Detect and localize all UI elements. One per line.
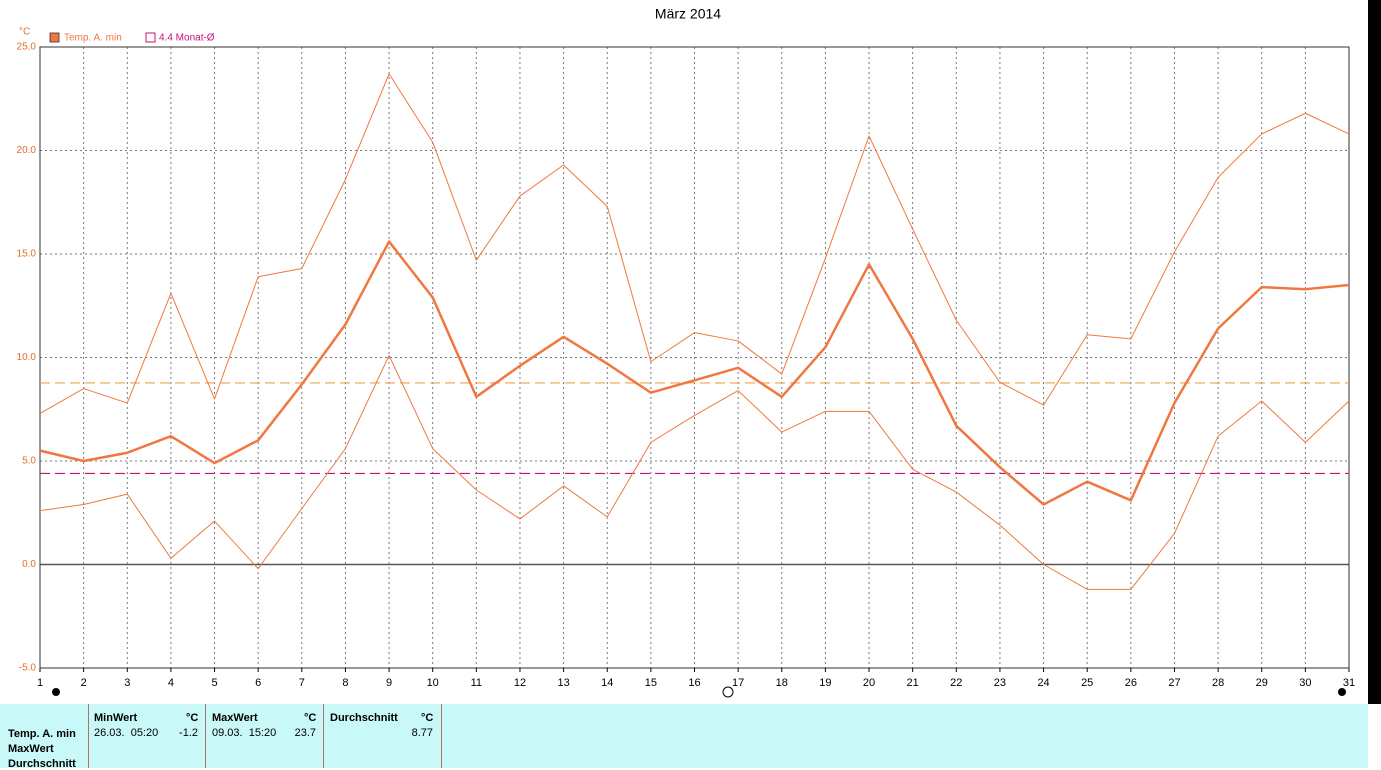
x-tick-label: 25 xyxy=(1081,677,1093,689)
x-tick-label: 4 xyxy=(168,677,174,689)
chart: März 2014 °C -5.0 0.0 5.0 10.0 15.0 20.0 25.0 1… xyxy=(17,0,1381,704)
x-tick-label: 24 xyxy=(1037,677,1049,689)
x-tick-label: 26 xyxy=(1125,677,1137,689)
x-tick-label: 29 xyxy=(1256,677,1268,689)
x-tick-label: 11 xyxy=(471,677,482,689)
x-tick-label: 6 xyxy=(255,677,261,689)
chart-title: März 2014 xyxy=(655,6,721,22)
x-tick-label: 31 xyxy=(1343,677,1355,689)
row-label: Temp. A. min xyxy=(8,728,76,740)
series-line xyxy=(39,354,1350,590)
separator xyxy=(205,704,206,768)
y-tick-label: 15.0 xyxy=(17,249,37,260)
x-tick-label: 15 xyxy=(645,677,657,689)
y-tick-label: 0.0 xyxy=(22,559,36,570)
x-tick-label: 3 xyxy=(124,677,130,689)
x-tick-label: 7 xyxy=(299,677,305,689)
stats-table: Temp. A. min MaxWert Durchschnitt MinWer… xyxy=(0,704,1368,770)
y-unit: °C xyxy=(19,27,30,38)
x-tick-label: 9 xyxy=(386,677,392,689)
col-header: MinWert xyxy=(94,712,138,724)
legend-swatch xyxy=(49,32,60,43)
x-tick-label: 18 xyxy=(776,677,788,689)
row-label: MaxWert xyxy=(8,743,54,755)
series-line xyxy=(39,240,1350,506)
x-tick-label: 2 xyxy=(81,677,87,689)
moon-icon xyxy=(722,686,734,698)
legend-label: 4.4 Monat-Ø xyxy=(159,33,215,44)
plot-frame xyxy=(39,46,1350,669)
col-unit: °C xyxy=(186,712,199,724)
y-tick-label: 10.0 xyxy=(17,352,37,363)
cell-date: 26.03. 05:20 xyxy=(94,727,159,739)
legend-label: Temp. A. min xyxy=(64,33,122,44)
col-unit: °C xyxy=(421,712,434,724)
y-tick-label: 5.0 xyxy=(22,456,36,467)
x-tick-label: 5 xyxy=(211,677,217,689)
x-tick-label: 20 xyxy=(863,677,875,689)
separator xyxy=(88,704,89,768)
y-tick-label: 20.0 xyxy=(17,145,37,156)
x-tick-label: 28 xyxy=(1212,677,1224,689)
x-tick-label: 1 xyxy=(37,677,43,689)
x-tick-label: 19 xyxy=(819,677,831,689)
x-tick-label: 23 xyxy=(994,677,1006,689)
series-line xyxy=(39,73,1350,414)
x-tick-label: 21 xyxy=(907,677,919,689)
row-label: Durchschnitt xyxy=(8,758,76,770)
x-tick-label: 27 xyxy=(1168,677,1180,689)
cell-value: 8.77 xyxy=(411,727,433,739)
x-tick-label: 17 xyxy=(732,677,744,689)
col-unit: °C xyxy=(304,712,317,724)
moon-icon xyxy=(1338,688,1346,696)
cell-value: 23.7 xyxy=(294,727,316,739)
x-tick-label: 13 xyxy=(557,677,569,689)
x-tick-label: 22 xyxy=(950,677,962,689)
separator xyxy=(441,704,442,768)
cell-date: 09.03. 15:20 xyxy=(212,727,277,739)
col-header: Durchschnitt xyxy=(330,712,398,724)
x-tick-label: 14 xyxy=(601,677,613,689)
y-tick-label: -5.0 xyxy=(19,663,37,674)
y-tick-label: 25.0 xyxy=(17,42,37,53)
x-tick-label: 8 xyxy=(342,677,348,689)
col-header: MaxWert xyxy=(212,712,258,724)
cell-value: -1.2 xyxy=(179,727,198,739)
x-tick-label: 12 xyxy=(514,677,526,689)
x-tick-label: 16 xyxy=(688,677,700,689)
window-edge xyxy=(1368,0,1381,704)
separator xyxy=(323,704,324,768)
legend-swatch xyxy=(145,32,156,43)
x-tick-label: 30 xyxy=(1299,677,1311,689)
moon-icon xyxy=(52,688,60,696)
x-tick-label: 10 xyxy=(427,677,439,689)
